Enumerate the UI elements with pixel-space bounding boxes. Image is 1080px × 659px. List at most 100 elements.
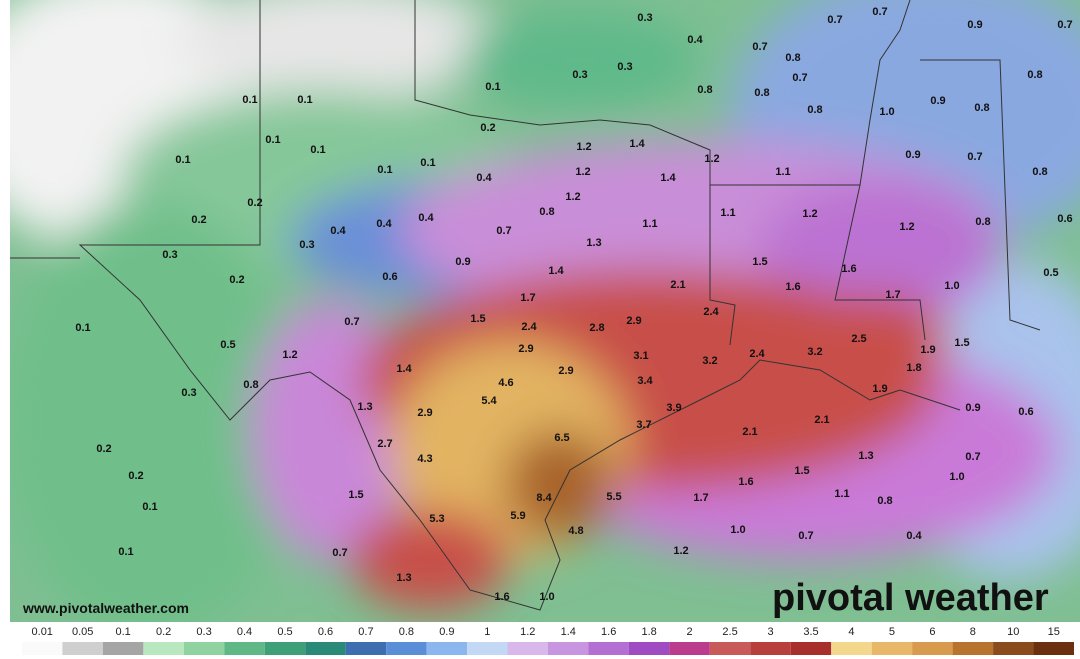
precip-value: 1.2 xyxy=(673,545,688,557)
precip-value: 1.5 xyxy=(752,256,767,268)
precip-value: 1.4 xyxy=(629,138,645,150)
precip-value: 1.5 xyxy=(794,465,809,477)
precip-value: 1.2 xyxy=(282,349,297,361)
precip-value: 1.8 xyxy=(906,362,921,374)
precip-area xyxy=(350,510,510,610)
colorbar-label: 0.4 xyxy=(237,626,252,638)
legend-swatch xyxy=(345,642,387,655)
precip-value: 1.2 xyxy=(565,191,580,203)
precip-value: 1.7 xyxy=(693,492,708,504)
colorbar-label: 8 xyxy=(970,626,976,638)
precip-value: 0.1 xyxy=(297,94,312,106)
precip-value: 0.7 xyxy=(792,72,807,84)
precip-value: 5.3 xyxy=(429,513,444,525)
precip-value: 2.1 xyxy=(742,426,757,438)
precip-value: 1.4 xyxy=(396,363,412,375)
precip-value: 1.2 xyxy=(575,166,590,178)
precip-value: 0.5 xyxy=(220,339,235,351)
precip-value: 0.8 xyxy=(1032,166,1047,178)
legend-swatch xyxy=(1033,642,1074,655)
precip-value: 1.6 xyxy=(494,591,509,603)
precip-area xyxy=(790,295,950,375)
precip-value: 0.3 xyxy=(572,69,587,81)
precip-value: 0.2 xyxy=(96,443,111,455)
colorbar-label: 10 xyxy=(1007,626,1019,638)
legend-swatch xyxy=(548,642,589,655)
precip-value: 1.6 xyxy=(841,263,856,275)
precip-value: 0.5 xyxy=(1043,267,1058,279)
precip-value: 1.5 xyxy=(954,337,969,349)
precip-value: 0.8 xyxy=(697,84,712,96)
legend-swatch xyxy=(831,642,872,655)
precip-value: 0.1 xyxy=(118,546,133,558)
precip-value: 3.9 xyxy=(666,402,681,414)
legend-swatch xyxy=(22,642,63,655)
precip-area xyxy=(760,180,1000,320)
precip-value: 4.3 xyxy=(417,453,432,465)
legend-swatch xyxy=(993,642,1034,655)
precip-value: 0.2 xyxy=(247,197,262,209)
colorbar-label: 0.9 xyxy=(439,626,454,638)
precip-value: 0.3 xyxy=(181,387,196,399)
precip-value: 0.2 xyxy=(191,214,206,226)
precip-value: 0.8 xyxy=(785,52,800,64)
legend-swatch xyxy=(467,642,508,655)
precip-value: 0.6 xyxy=(1057,213,1072,225)
precip-value: 1.5 xyxy=(470,313,485,325)
precip-value: 0.3 xyxy=(299,239,314,251)
legend-swatch xyxy=(669,642,710,655)
precip-value: 0.6 xyxy=(382,271,397,283)
precip-value: 0.4 xyxy=(418,212,434,224)
precip-value: 1.2 xyxy=(899,221,914,233)
precip-value: 2.9 xyxy=(518,343,533,355)
precip-value: 0.4 xyxy=(906,530,922,542)
legend-swatch xyxy=(871,642,913,655)
precip-value: 2.4 xyxy=(749,348,765,360)
precip-value: 0.3 xyxy=(617,61,632,73)
precip-value: 0.9 xyxy=(930,95,945,107)
precip-value: 5.5 xyxy=(606,491,621,503)
precip-value: 0.2 xyxy=(128,470,143,482)
precip-value: 2.7 xyxy=(377,438,392,450)
legend-swatch xyxy=(62,642,103,655)
precip-value: 3.4 xyxy=(637,375,653,387)
precip-value: 1.0 xyxy=(879,106,894,118)
legend-swatch xyxy=(143,642,184,655)
precip-value: 0.2 xyxy=(229,274,244,286)
precip-value: 0.7 xyxy=(1057,19,1072,31)
precip-value: 1.1 xyxy=(834,488,849,500)
precip-value: 0.7 xyxy=(798,530,813,542)
precip-value: 0.9 xyxy=(455,256,470,268)
precip-value: 0.1 xyxy=(242,94,257,106)
borders xyxy=(10,0,1041,611)
precip-value: 1.1 xyxy=(775,166,790,178)
legend-swatch xyxy=(750,642,791,655)
precip-value: 8.4 xyxy=(536,492,552,504)
colorbar-label: 0.5 xyxy=(277,626,292,638)
precip-value: 1.4 xyxy=(548,265,564,277)
precip-value: 0.4 xyxy=(376,218,392,230)
precip-value: 0.4 xyxy=(330,225,346,237)
precip-value: 1.1 xyxy=(642,218,657,230)
colorbar-label: 2.5 xyxy=(722,626,737,638)
precip-area xyxy=(505,430,615,540)
precip-value: 0.8 xyxy=(1027,69,1042,81)
precip-value: 2.9 xyxy=(558,365,573,377)
legend-swatch xyxy=(183,642,225,655)
legend-swatch xyxy=(912,642,953,655)
precip-value: 2.8 xyxy=(589,322,604,334)
colorbar-label: 1 xyxy=(484,626,490,638)
colorbar-label: 15 xyxy=(1048,626,1060,638)
precip-value: 1.7 xyxy=(885,289,900,301)
precip-value: 0.7 xyxy=(827,14,842,26)
precip-value: 0.9 xyxy=(967,19,982,31)
legend-swatch xyxy=(709,642,751,655)
colorbar-label: 6 xyxy=(929,626,935,638)
precip-value: 0.4 xyxy=(476,172,492,184)
precip-value: 1.2 xyxy=(576,141,591,153)
colorbar: 0.01 0.05 0.1 0.2 0.3 0.4 0.5 0.6 0.7 0.8 0.9 1 1.2 1… xyxy=(22,626,1074,655)
legend-swatch xyxy=(790,642,832,655)
precip-value: 4.8 xyxy=(568,525,583,537)
precip-value: 1.3 xyxy=(858,450,873,462)
